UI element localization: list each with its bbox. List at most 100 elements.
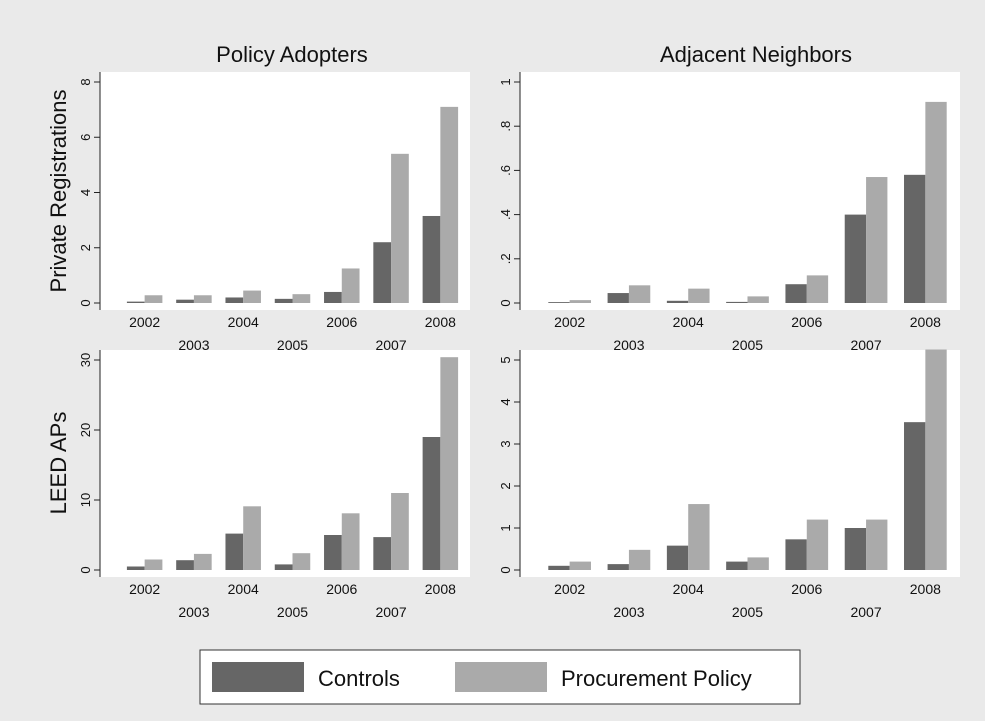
legend-swatch-procurement-policy [455,662,547,692]
x-tick-label: 2005 [732,604,763,620]
bar-procurement-policy [440,357,459,570]
bar-controls [726,301,748,303]
x-tick-label: 2004 [673,314,704,330]
y-tick-label: 30 [78,353,93,367]
panel-title: Policy Adopters [216,42,368,67]
bar-procurement-policy [391,493,409,570]
bar-controls [274,298,293,303]
y-tick-label: 2 [78,244,93,251]
x-tick-label: 2007 [850,337,881,353]
x-tick-label: 2007 [375,604,406,620]
bar-controls [126,566,145,570]
y-axis-label: Private Registrations [46,90,71,293]
bar-controls [785,284,807,303]
bar-procurement-policy [569,561,591,570]
panel-4: 0 1 2 3 4 5 2002 2003 2004 2005 2006 2007 2008 [498,349,960,620]
bar-procurement-policy [925,101,947,303]
bar-controls [904,422,926,570]
y-axis-label: LEED APs [46,412,71,515]
legend-swatch-controls [212,662,304,692]
bar-procurement-policy [193,295,212,303]
panel-title: Adjacent Neighbors [660,42,852,67]
x-tick-label: 2004 [673,581,704,597]
bar-controls [126,301,145,303]
x-tick-label: 2008 [910,314,941,330]
x-tick-label: 2006 [326,581,357,597]
y-tick-label: 0 [498,299,513,306]
x-tick-label: 2006 [791,581,822,597]
legend-label-procurement-policy: Procurement Policy [561,666,752,691]
y-tick-label: 0 [498,566,513,573]
x-tick-label: 2006 [791,314,822,330]
bar-procurement-policy [292,553,311,570]
x-tick-label: 2003 [613,337,644,353]
plot-area [520,350,960,577]
x-tick-label: 2005 [277,337,308,353]
plot-area [100,72,470,310]
bar-controls [176,560,194,570]
bar-procurement-policy [193,553,212,570]
legend-label-controls: Controls [318,666,400,691]
x-tick-label: 2002 [554,581,585,597]
y-tick-label: 20 [78,423,93,437]
bar-controls [785,539,807,570]
x-tick-label: 2005 [277,604,308,620]
bar-procurement-policy [243,290,261,303]
x-tick-label: 2007 [850,604,881,620]
plot-area [520,72,960,310]
bar-controls [324,535,342,570]
x-tick-label: 2007 [375,337,406,353]
bar-controls [844,214,867,303]
y-tick-label: .2 [498,253,513,264]
bar-procurement-policy [569,300,591,303]
x-tick-label: 2003 [178,604,209,620]
bar-procurement-policy [806,275,829,303]
bar-procurement-policy [341,268,360,303]
panel-2: 0 .2 .4 .6 .8 1 2002 2003 2004 2005 2006 2007 2008 Ad… [498,42,960,353]
x-tick-label: 2002 [129,314,160,330]
bar-controls [324,291,342,303]
bar-procurement-policy [925,349,947,570]
bar-procurement-policy [292,294,311,303]
legend: Controls Procurement Policy [199,649,801,705]
bar-procurement-policy [391,153,409,303]
y-tick-label: 8 [78,78,93,85]
bar-controls [904,174,926,303]
y-tick-label: 0 [78,566,93,573]
panel-3: 0 10 20 30 2002 2003 2004 2005 2006 2007 2008 LEED … [46,350,470,620]
bar-controls [422,437,441,570]
bar-controls [726,561,748,570]
y-tick-label: .8 [498,121,513,132]
bar-procurement-policy [440,106,459,303]
bar-procurement-policy [341,513,360,570]
y-tick-label: 4 [78,189,93,196]
bar-procurement-policy [747,296,769,303]
bar-controls [607,564,629,570]
bar-controls [548,302,570,303]
y-tick-label: 0 [78,299,93,306]
y-tick-label: 1 [498,524,513,531]
bar-procurement-policy [628,285,651,303]
x-tick-label: 2004 [228,581,259,597]
bar-controls [422,215,441,303]
y-tick-label: 2 [498,482,513,489]
bar-controls [274,564,293,570]
x-tick-label: 2002 [129,581,160,597]
y-tick-label: 1 [498,78,513,85]
bar-controls [548,565,570,570]
bar-controls [225,297,244,303]
x-tick-label: 2003 [178,337,209,353]
bar-procurement-policy [747,557,769,570]
y-tick-label: 6 [78,134,93,141]
bar-procurement-policy [243,506,261,570]
bar-procurement-policy [144,559,163,570]
bar-controls [666,545,689,570]
x-tick-label: 2002 [554,314,585,330]
panel-1: 0 2 4 6 8 2002 2003 2004 2005 2006 2007 2008 Policy … [46,42,470,353]
y-tick-label: 10 [78,493,93,507]
bar-controls [607,293,629,303]
bar-controls [844,528,867,570]
y-tick-label: 4 [498,398,513,405]
x-tick-label: 2008 [425,581,456,597]
y-tick-label: 5 [498,356,513,363]
